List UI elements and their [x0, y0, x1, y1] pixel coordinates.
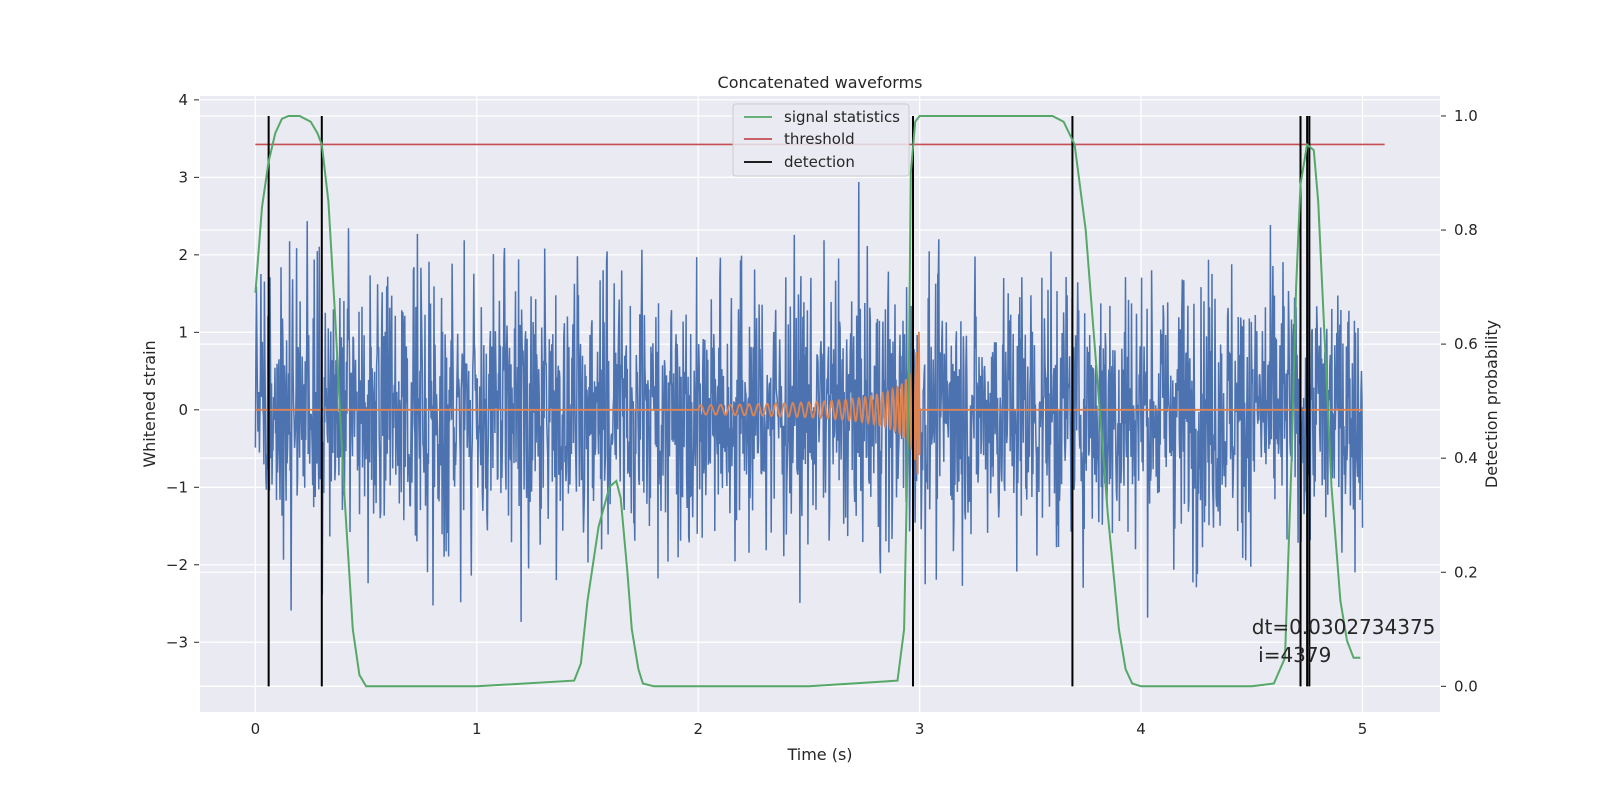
y2-tick-label: 0.8 [1454, 221, 1478, 239]
y2-tick-label: 0.0 [1454, 677, 1478, 695]
y-axis-label: Whitened strain [140, 340, 159, 467]
y2-tick-label: 0.4 [1454, 449, 1478, 467]
x-axis-label: Time (s) [786, 745, 852, 764]
tick-labels: 0 1 2 3 4 5 −3 −2 −1 0 1 2 3 4 0.0 0.2 0.4 0.6 0.8 1.0 [166, 91, 1478, 738]
series-signal-statistics-line [254, 115, 1361, 688]
y-tick-label: −2 [166, 556, 188, 574]
legend-label-detection: detection [784, 153, 855, 171]
x-tick-label: 0 [251, 720, 261, 738]
y2-tick-label: 0.2 [1454, 563, 1478, 581]
x-tick-label: 2 [693, 720, 703, 738]
y-tick-label: −1 [166, 478, 188, 496]
x-tick-label: 5 [1358, 720, 1368, 738]
y-tick-label: 2 [178, 246, 188, 264]
x-tick-label: 4 [1136, 720, 1146, 738]
annotation: dt=0.0302734375 i=4379 [1252, 615, 1436, 667]
y2-tick-label: 0.6 [1454, 335, 1478, 353]
legend-label-threshold: threshold [784, 130, 855, 148]
x-tick-label: 1 [472, 720, 482, 738]
legend: signal statistics threshold detection [732, 103, 910, 177]
annotation-line-2: i=4379 [1252, 643, 1332, 667]
legend-box [732, 103, 910, 177]
series-noise-line [254, 181, 1364, 622]
y-tick-label: 0 [178, 401, 188, 419]
series-chirp-line [255, 331, 1363, 475]
series-layer [254, 115, 1385, 688]
y-tick-label: 4 [178, 91, 188, 109]
annotation-line-1: dt=0.0302734375 [1252, 615, 1436, 639]
y-tick-label: 1 [178, 323, 188, 341]
y2-axis-label: Detection probability [1482, 320, 1501, 488]
y2-tick-label: 1.0 [1454, 107, 1478, 125]
y-tick-label: 3 [178, 168, 188, 186]
chart-title: Concatenated waveforms [718, 73, 923, 92]
legend-label-signal-statistics: signal statistics [784, 108, 900, 126]
y-tick-label: −3 [166, 633, 188, 651]
x-tick-label: 3 [915, 720, 925, 738]
